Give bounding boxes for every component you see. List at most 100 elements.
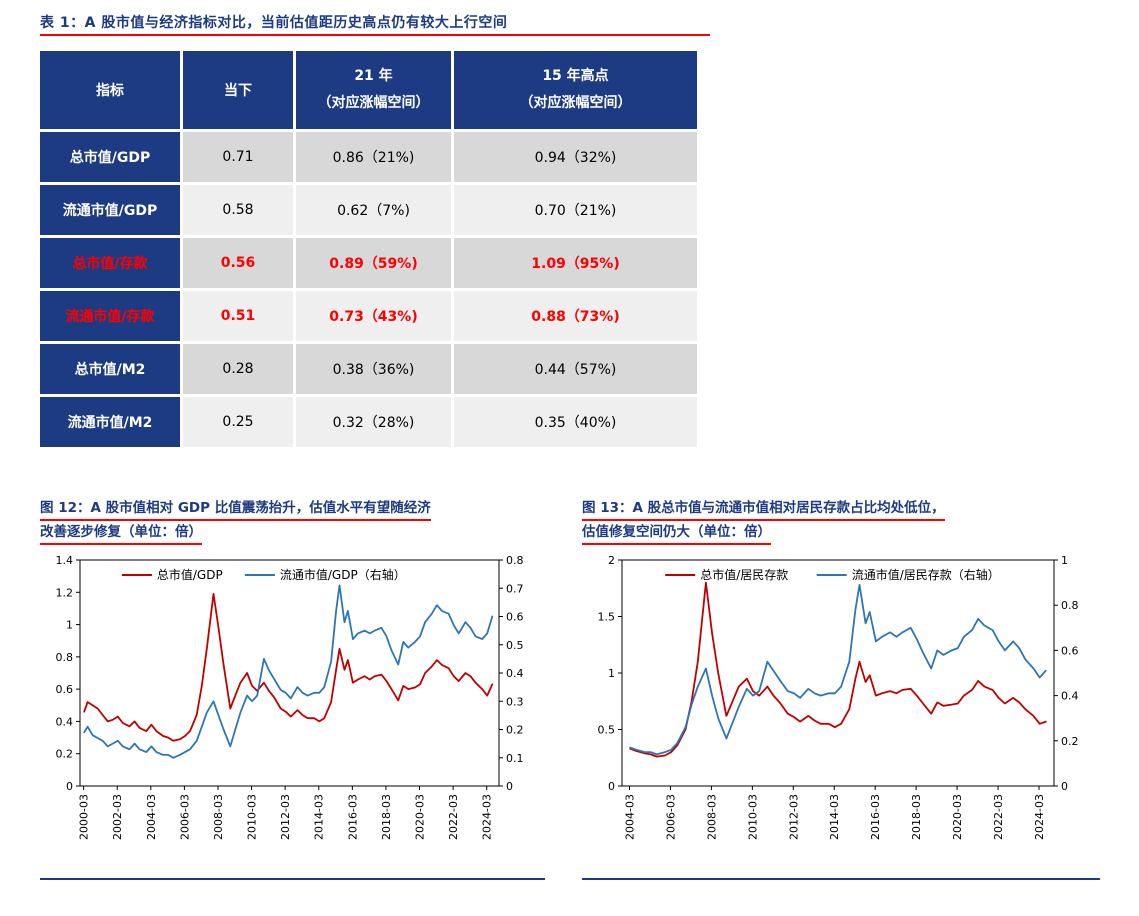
left-tick-label: 0	[608, 780, 615, 793]
table1-body: 总市值/GDP 0.71 0.86（21%) 0.94（32%) 流通市值/GDP 0.5…	[40, 132, 697, 447]
x-tick-label: 2024-03	[1033, 794, 1046, 840]
figure-13-caption-line1: 图 13：A 股总市值与流通市值相对居民存款占比均处低位，	[582, 500, 1100, 521]
left-tick-label: 1.2	[56, 587, 74, 600]
fig12-svg: 0 0.2 0.4 0.6 0.8 1 1.2 1.4 0 0.1 0.2 0.3 0.4 0.5 0.6 0…	[56, 554, 524, 840]
left-tick-label: 1.5	[598, 611, 616, 624]
x-tick-label: 2014-03	[828, 794, 841, 840]
x-tick-label: 2008-03	[705, 794, 718, 840]
table1-row-label: 总市值/存款	[40, 238, 180, 288]
table1-header-indicator: 指标	[40, 51, 180, 129]
table1-row: 流通市值/M2 0.25 0.32（28%) 0.35（40%)	[40, 397, 697, 447]
table1-caption-rule	[40, 34, 710, 36]
figure-13-bottom-rule	[582, 878, 1100, 881]
table1-cell: 0.89（59%)	[296, 238, 451, 288]
table1-cell: 0.70（21%)	[454, 185, 697, 235]
table1-header-current: 当下	[183, 51, 293, 129]
figure-12-caption-line2: 改善逐步修复（单位：倍）	[40, 524, 545, 546]
right-tick-label: 0.4	[506, 667, 524, 680]
table1-cell: 0.38（36%)	[296, 344, 451, 394]
plot-border	[79, 559, 500, 787]
header-2015-line1: 15 年高点	[542, 68, 609, 85]
x-tick-label: 2014-03	[313, 794, 326, 840]
legend-label: 总市值/居民存款	[700, 567, 788, 582]
left-tick-label: 0.8	[56, 651, 74, 664]
left-tick-label: 0.4	[56, 716, 74, 729]
table1-cell: 0.88（73%)	[454, 291, 697, 341]
left-tick-label: 0	[66, 780, 73, 793]
x-tick-label: 2022-03	[447, 794, 460, 840]
figure-12-chart: 0 0.2 0.4 0.6 0.8 1 1.2 1.4 0 0.1 0.2 0.3 0.4 0.5 0.6 0…	[40, 552, 545, 874]
table1-cell: 0.62（7%)	[296, 185, 451, 235]
x-tick-label: 2016-03	[346, 794, 359, 840]
left-tick-label: 1.4	[56, 554, 74, 567]
right-tick-label: 0.6	[506, 611, 524, 624]
table1: 指标 当下 21 年 （对应涨幅空间） 15 年高点 （对应涨幅空间） 总市值/…	[37, 48, 700, 450]
table1-header-2021: 21 年 （对应涨幅空间）	[296, 51, 451, 129]
series-line-left	[629, 582, 1047, 758]
table1-row: 总市值/GDP 0.71 0.86（21%) 0.94（32%)	[40, 132, 697, 182]
table1-cell: 0.86（21%)	[296, 132, 451, 182]
table1-cell: 0.73（43%)	[296, 291, 451, 341]
right-tick-label: 0.6	[1061, 645, 1079, 658]
x-tick-label: 2024-03	[481, 794, 494, 840]
table1-cell: 0.32（28%)	[296, 397, 451, 447]
right-tick-label: 0	[1061, 780, 1068, 793]
right-tick-label: 0.7	[506, 583, 524, 596]
legend-label: 总市值/GDP	[157, 567, 223, 582]
right-tick-label: 0.3	[506, 696, 524, 709]
table1-cell: 0.44（57%)	[454, 344, 697, 394]
series-line-right	[83, 584, 494, 760]
right-tick-label: 0.2	[506, 724, 524, 737]
header-2015-line2: （对应涨幅空间）	[519, 95, 632, 111]
right-tick-label: 0.2	[1061, 735, 1079, 748]
table1-row-label: 总市值/M2	[40, 344, 180, 394]
figure-13-chart: 0 0.5 1 1.5 2 0 0.2 0.4 0.6 0.8 1 2004-03 2006-03 200…	[582, 552, 1100, 874]
left-tick-label: 1	[608, 667, 615, 680]
x-tick-label: 2022-03	[992, 794, 1005, 840]
header-2021-line1: 21 年	[354, 68, 393, 85]
table1-header-row: 指标 当下 21 年 （对应涨幅空间） 15 年高点 （对应涨幅空间）	[40, 51, 697, 129]
left-tick-label: 0.5	[598, 724, 616, 737]
right-tick-label: 0.8	[1061, 600, 1079, 613]
figure-12: 图 12：A 股市值相对 GDP 比值震荡抬升，估值水平有望随经济 改善逐步修复…	[40, 500, 545, 881]
figure-12-caption-line1: 图 12：A 股市值相对 GDP 比值震荡抬升，估值水平有望随经济	[40, 500, 545, 521]
table1-cell: 0.28	[183, 344, 293, 394]
x-tick-label: 2010-03	[746, 794, 759, 840]
table1-row-label: 流通市值/M2	[40, 397, 180, 447]
table1-caption: 表 1：A 股市值与经济指标对比，当前估值距历史高点仍有较大上行空间	[40, 15, 508, 31]
x-tick-label: 2020-03	[951, 794, 964, 840]
legend-label: 流通市值/居民存款（右轴）	[852, 567, 1000, 582]
left-tick-label: 0.2	[56, 748, 74, 761]
x-tick-label: 2012-03	[787, 794, 800, 840]
table1-row-label: 流通市值/存款	[40, 291, 180, 341]
x-tick-label: 2016-03	[869, 794, 882, 840]
x-tick-label: 2008-03	[212, 794, 225, 840]
table1-cell: 0.25	[183, 397, 293, 447]
table1-row-label: 总市值/GDP	[40, 132, 180, 182]
x-tick-label: 2012-03	[279, 794, 292, 840]
table1-row: 流通市值/存款 0.51 0.73（43%) 0.88（73%)	[40, 291, 697, 341]
x-tick-label: 2018-03	[380, 794, 393, 840]
right-tick-label: 0	[506, 780, 513, 793]
table1-row-label: 流通市值/GDP	[40, 185, 180, 235]
x-tick-label: 2002-03	[111, 794, 124, 840]
left-tick-label: 2	[608, 554, 615, 567]
x-tick-label: 2020-03	[414, 794, 427, 840]
table1-cell: 0.71	[183, 132, 293, 182]
x-tick-label: 2000-03	[78, 794, 91, 840]
table1-row: 总市值/M2 0.28 0.38（36%) 0.44（57%)	[40, 344, 697, 394]
table1-row: 流通市值/GDP 0.58 0.62（7%) 0.70（21%)	[40, 185, 697, 235]
right-tick-label: 0.4	[1061, 690, 1079, 703]
table1-cell: 0.35（40%)	[454, 397, 697, 447]
figure-12-bottom-rule	[40, 878, 545, 881]
figure-13: 图 13：A 股总市值与流通市值相对居民存款占比均处低位， 估值修复空间仍大（单…	[582, 500, 1100, 881]
x-tick-label: 2004-03	[624, 794, 637, 840]
x-tick-label: 2006-03	[664, 794, 677, 840]
series-line-right	[629, 584, 1047, 756]
x-tick-label: 2004-03	[145, 794, 158, 840]
table1-container: 指标 当下 21 年 （对应涨幅空间） 15 年高点 （对应涨幅空间） 总市值/…	[37, 48, 700, 450]
legend-label: 流通市值/GDP（右轴）	[280, 567, 406, 582]
header-2021-line2: （对应涨幅空间）	[317, 95, 430, 111]
table1-header-2015: 15 年高点 （对应涨幅空间）	[454, 51, 697, 129]
